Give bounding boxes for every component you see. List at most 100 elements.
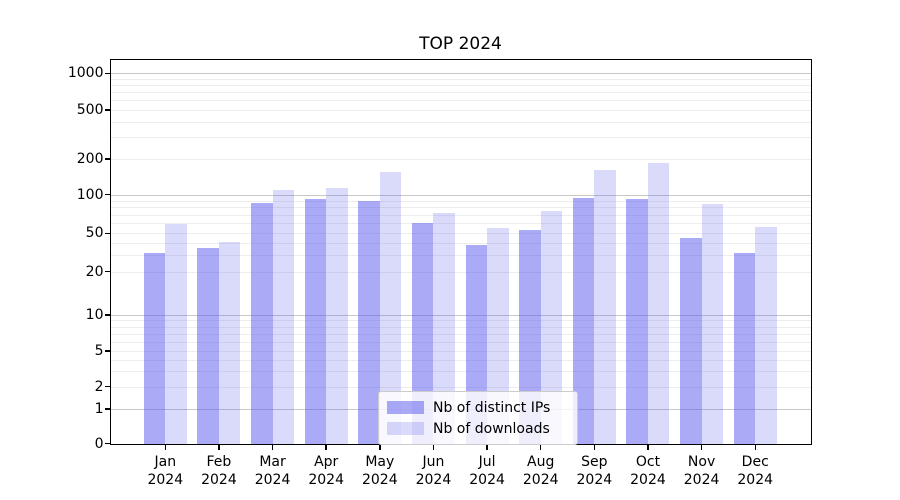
minor-gridline-70 [110, 214, 811, 216]
legend-item-distinct-ips: Nb of distinct IPs [387, 397, 569, 418]
x-tick-mark-apr [325, 444, 327, 450]
x-tick-label-sep: Sep 2024 [576, 453, 613, 488]
y-tick-label-500: 500 [76, 102, 104, 118]
y-tick-label-2: 2 [94, 378, 104, 395]
minor-gridline-400 [110, 121, 811, 123]
bar-distinct-ips-aug [519, 230, 541, 444]
y-tick-mark-200 [104, 158, 110, 160]
x-tick-label-apr: Apr 2024 [308, 453, 344, 488]
x-tick-mark-aug [540, 444, 542, 450]
x-tick-mark-feb [218, 444, 220, 450]
x-tick-label-jun: Jun 2024 [415, 453, 452, 488]
y-tick-label-1000: 1000 [67, 65, 104, 82]
y-tick-mark-1 [104, 408, 110, 410]
y-tick-mark-1000 [104, 72, 110, 74]
minor-gridline-3 [110, 370, 811, 372]
y-tick-label-5: 5 [94, 343, 104, 359]
bar-downloads-apr [326, 187, 348, 444]
minor-gridline-800 [110, 85, 811, 87]
y-tick-label-100: 100 [76, 186, 104, 203]
minor-gridline-6 [110, 341, 811, 343]
x-tick-label-dec: Dec 2024 [737, 453, 774, 488]
y-tick-label-200: 200 [76, 151, 104, 167]
x-tick-label-aug: Aug 2024 [522, 453, 559, 488]
plot-area [109, 59, 812, 445]
x-tick-mark-jan [164, 444, 166, 450]
bar-downloads-dec [755, 227, 777, 444]
bar-downloads-jan [165, 224, 187, 444]
y-tick-label-0: 0 [94, 435, 104, 452]
y-tick-mark-0 [104, 442, 110, 445]
bar-downloads-sep [594, 169, 616, 444]
minor-gridline-2 [110, 386, 811, 388]
bar-distinct-ips-feb [197, 248, 219, 444]
x-tick-label-oct: Oct 2024 [630, 453, 666, 488]
minor-gridline-300 [110, 137, 811, 139]
x-tick-mark-jun [432, 444, 435, 450]
chart-title: TOP 2024 [419, 34, 502, 54]
legend-label-distinct-ips: Nb of distinct IPs [433, 399, 551, 416]
minor-gridline-20 [110, 271, 811, 273]
bar-downloads-may [379, 172, 402, 444]
major-gridline-10 [110, 315, 811, 316]
minor-gridline-4 [110, 359, 811, 361]
y-tick-label-1: 1 [94, 401, 104, 417]
x-tick-label-nov: Nov 2024 [683, 453, 720, 488]
bar-distinct-ips-oct [626, 198, 648, 444]
bar-distinct-ips-mar [251, 203, 273, 444]
x-tick-label-feb: Feb 2024 [201, 453, 237, 488]
x-tick-mark-nov [700, 444, 703, 450]
bar-downloads-mar [272, 189, 295, 444]
minor-gridline-40 [110, 242, 811, 244]
legend-swatch-downloads [387, 422, 424, 435]
bar-downloads-nov [701, 204, 724, 444]
y-tick-label-10: 10 [85, 307, 104, 323]
legend-label-downloads: Nb of downloads [433, 420, 550, 437]
bar-downloads-jul [487, 228, 509, 444]
bar-distinct-ips-may [358, 200, 380, 444]
x-tick-label-mar: Mar 2024 [254, 453, 291, 488]
bar-distinct-ips-apr [304, 198, 327, 444]
x-tick-label-jan: Jan 2024 [147, 453, 184, 488]
y-tick-mark-500 [104, 109, 110, 111]
bar-downloads-feb [218, 241, 241, 444]
x-tick-mark-sep [593, 444, 596, 450]
minor-gridline-90 [110, 200, 811, 202]
bar-downloads-aug [540, 210, 563, 444]
bar-distinct-ips-nov [680, 237, 702, 444]
major-gridline-1000 [110, 73, 811, 75]
x-tick-label-may: May 2024 [361, 453, 398, 488]
y-tick-mark-2 [104, 386, 110, 388]
minor-gridline-7 [110, 333, 811, 335]
x-tick-mark-oct [647, 444, 649, 450]
legend: Nb of distinct IPs Nb of downloads [378, 391, 578, 445]
bar-downloads-jun [433, 213, 455, 444]
minor-gridline-50 [110, 233, 811, 235]
minor-gridline-700 [110, 92, 811, 94]
minor-gridline-9 [110, 320, 811, 322]
major-gridline-100 [110, 194, 811, 196]
minor-gridline-200 [110, 159, 811, 160]
legend-item-downloads: Nb of downloads [387, 418, 569, 439]
minor-gridline-900 [110, 78, 811, 80]
y-tick-mark-100 [104, 194, 110, 196]
bar-distinct-ips-dec [733, 253, 756, 444]
minor-gridline-8 [110, 326, 811, 328]
legend-swatch-distinct-ips [387, 401, 424, 414]
minor-gridline-500 [110, 110, 811, 111]
x-tick-mark-dec [754, 444, 756, 450]
x-tick-label-jul: Jul 2024 [469, 453, 505, 488]
minor-gridline-5 [110, 351, 811, 352]
bar-downloads-oct [647, 163, 670, 444]
x-tick-mark-jul [486, 444, 488, 450]
minor-gridline-600 [110, 100, 811, 102]
x-tick-mark-may [379, 444, 381, 450]
y-tick-mark-20 [104, 271, 110, 273]
y-tick-label-20: 20 [85, 263, 104, 280]
bar-distinct-ips-jun [411, 223, 434, 444]
minor-gridline-60 [110, 223, 811, 225]
x-tick-mark-mar [271, 444, 274, 450]
bar-distinct-ips-sep [572, 197, 595, 444]
y-tick-mark-50 [104, 232, 110, 234]
